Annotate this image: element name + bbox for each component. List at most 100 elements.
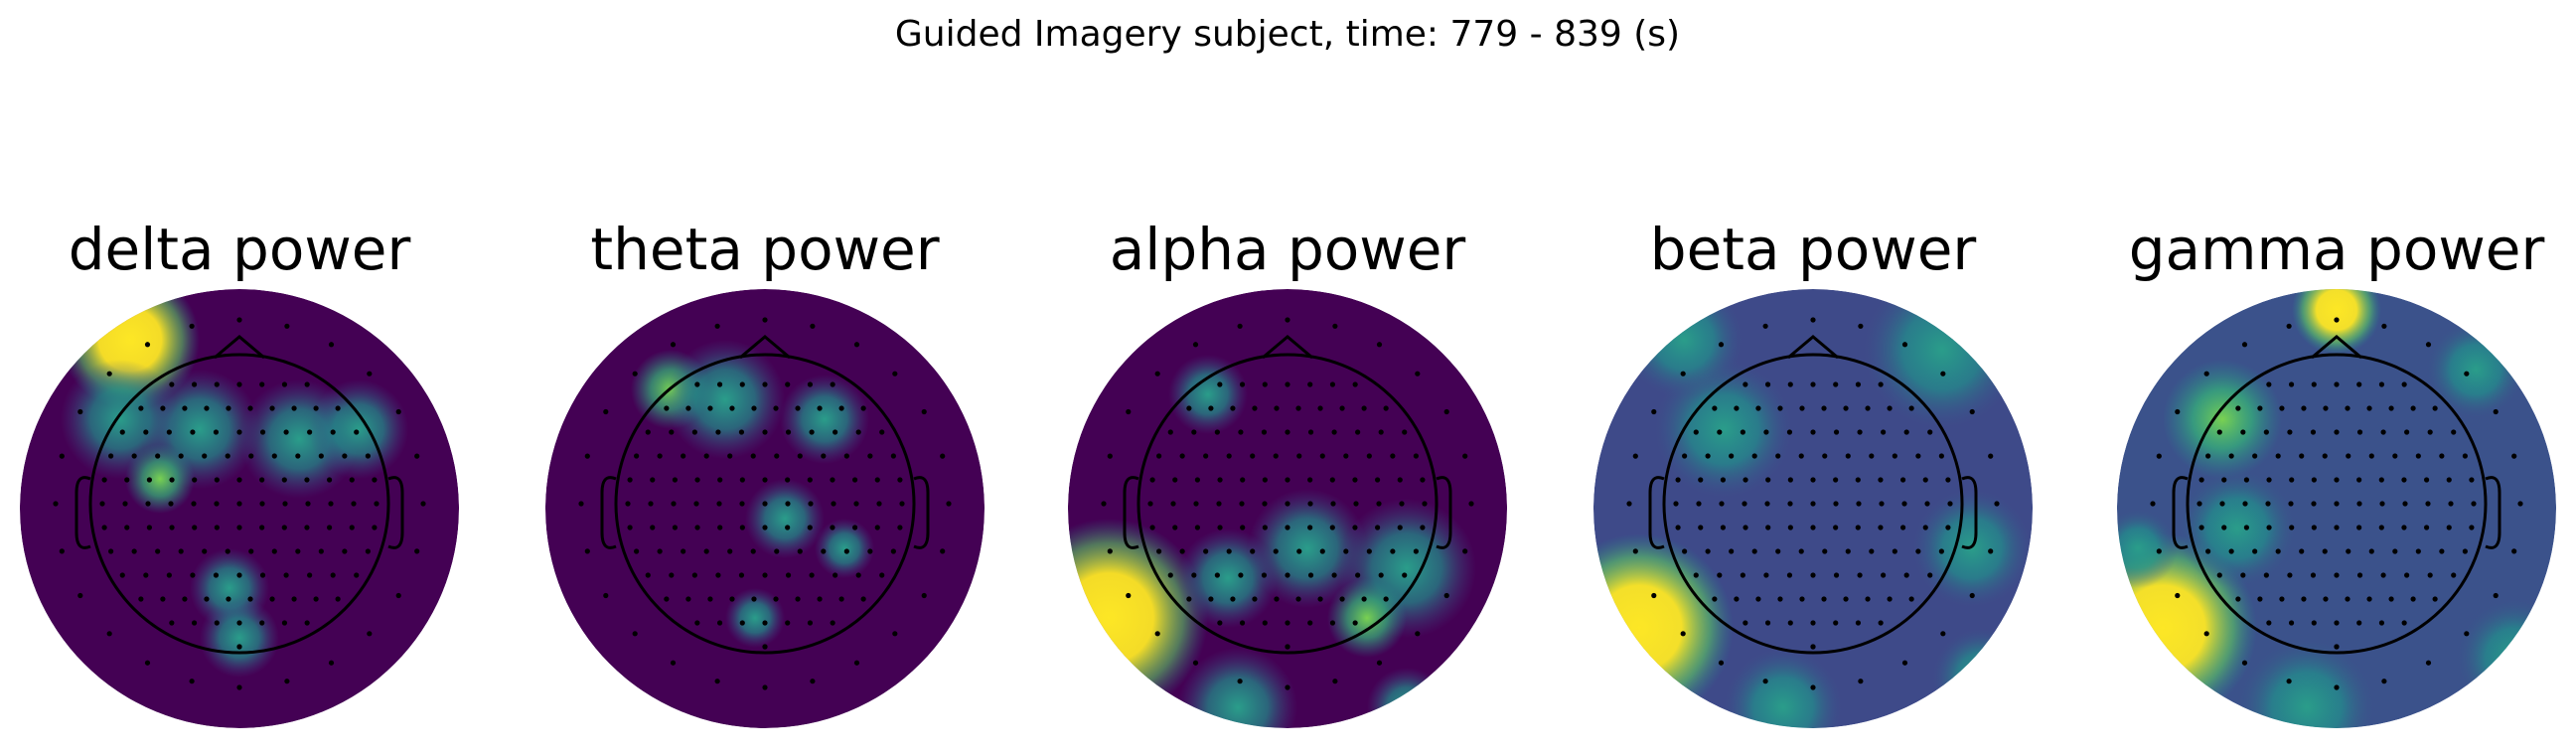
electrode	[2404, 429, 2410, 435]
electrode	[1285, 429, 1290, 435]
electrode	[1680, 631, 1686, 637]
electrode	[2368, 453, 2374, 459]
power-blob	[745, 479, 825, 558]
electrode	[715, 429, 721, 435]
electrode	[2241, 342, 2248, 348]
electrode	[1355, 429, 1361, 435]
electrode	[817, 405, 823, 411]
electrode	[1903, 572, 1909, 578]
electrode	[2323, 596, 2329, 602]
electrode	[2265, 501, 2271, 507]
electrode	[2252, 548, 2258, 554]
electrode	[1924, 501, 1930, 507]
electrode	[2219, 501, 2225, 507]
electrode	[1717, 572, 1723, 578]
electrode	[2334, 684, 2340, 690]
electrode	[1156, 453, 1162, 459]
electrode	[1397, 525, 1403, 530]
electrode	[2380, 429, 2386, 435]
electrode	[1399, 501, 1405, 507]
electrode	[830, 381, 835, 387]
topomap-panel: beta power	[1593, 216, 2033, 728]
electrode	[1378, 429, 1384, 435]
electrode	[785, 429, 792, 435]
electrode	[2368, 548, 2374, 554]
electrode	[703, 548, 709, 554]
electrode	[1908, 596, 1914, 602]
electrode	[738, 572, 745, 578]
electrode	[1821, 596, 1827, 602]
electrode	[1352, 620, 1358, 626]
electrode	[1822, 453, 1828, 459]
electrode	[1172, 525, 1178, 530]
electrode	[284, 323, 290, 329]
electrode	[2263, 572, 2269, 578]
electrode	[807, 477, 813, 483]
electrode	[395, 408, 401, 415]
electrode	[225, 453, 230, 459]
electrode	[2311, 477, 2317, 483]
electrode	[762, 684, 768, 690]
electrode	[2469, 525, 2475, 530]
electrode	[807, 381, 814, 387]
electrode	[729, 596, 735, 602]
electrode	[707, 596, 713, 602]
electrode	[1764, 620, 1771, 626]
power-blob	[1327, 578, 1407, 658]
electrode	[773, 596, 779, 602]
electrode	[2198, 525, 2204, 530]
electrode	[236, 429, 242, 435]
electrode	[146, 525, 153, 530]
electrode	[1285, 317, 1290, 323]
electrode	[1317, 596, 1323, 602]
electrode	[2287, 429, 2293, 435]
electrode	[2334, 429, 2340, 435]
electrode	[1285, 684, 1290, 690]
electrode	[1743, 620, 1748, 626]
electrode	[236, 644, 242, 650]
electrode	[248, 548, 254, 554]
electrode	[414, 453, 420, 459]
panel-title: gamma power	[2129, 216, 2545, 283]
nose	[739, 335, 791, 360]
electrode	[2334, 501, 2340, 507]
electrode	[1366, 548, 1372, 554]
electrode	[106, 631, 112, 637]
electrode	[351, 501, 357, 507]
electrode	[1743, 381, 1748, 387]
electrode	[2216, 572, 2222, 578]
electrode	[1680, 371, 1686, 377]
electrode	[202, 453, 208, 459]
electrode	[2334, 644, 2340, 650]
electrode	[940, 548, 946, 554]
electrode	[226, 405, 231, 411]
electrode	[739, 501, 745, 507]
electrode	[1938, 453, 1944, 459]
electrode	[669, 429, 675, 435]
topomap	[20, 289, 459, 728]
electrode	[328, 501, 334, 507]
electrode	[650, 477, 656, 483]
electrode	[1712, 405, 1718, 411]
electrode	[892, 371, 898, 377]
electrode	[1915, 453, 1921, 459]
electrode	[860, 405, 866, 411]
electrode	[2415, 548, 2421, 554]
electrode	[259, 572, 266, 578]
electrode	[143, 429, 149, 435]
electrode	[2286, 679, 2292, 684]
electrode	[1274, 596, 1280, 602]
electrode	[1339, 405, 1345, 411]
electrode	[578, 501, 584, 507]
electrode	[1810, 477, 1816, 483]
electrode	[1397, 477, 1403, 483]
electrode	[762, 381, 768, 387]
electrode	[2381, 323, 2387, 329]
electrode	[1285, 381, 1290, 387]
head-outline	[1662, 353, 1964, 655]
electrode	[1331, 429, 1337, 435]
electrode	[2356, 501, 2362, 507]
electrode	[2235, 405, 2241, 411]
electrode	[2451, 429, 2457, 435]
electrode	[1717, 429, 1723, 435]
